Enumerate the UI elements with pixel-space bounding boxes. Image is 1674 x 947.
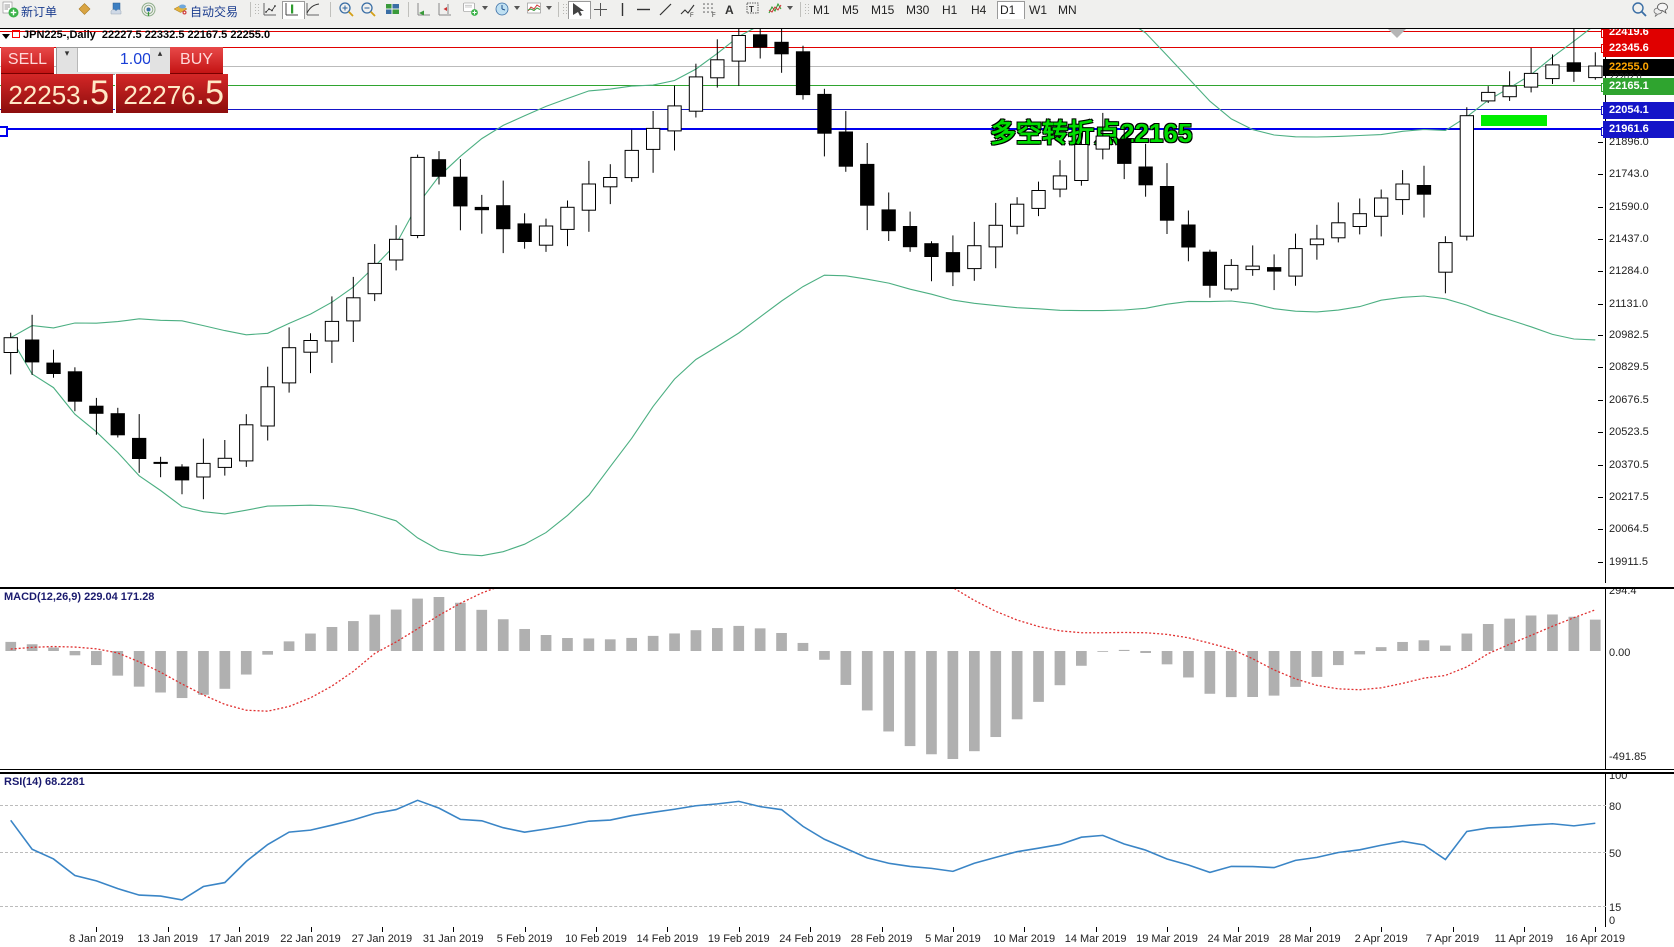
svg-text:A: A — [725, 3, 734, 17]
svg-text:F: F — [690, 13, 694, 18]
svg-text:F: F — [712, 13, 716, 18]
svg-text:T: T — [749, 5, 754, 14]
